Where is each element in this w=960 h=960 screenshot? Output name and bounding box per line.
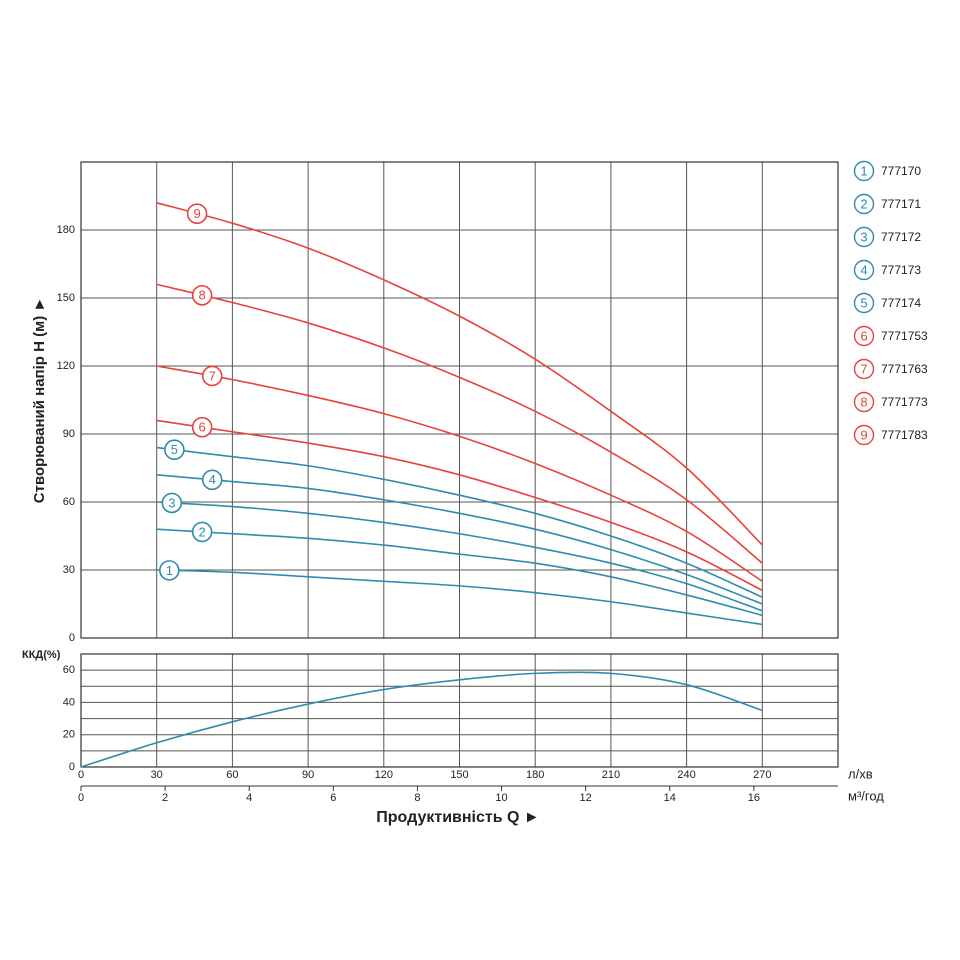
x-tick-label: 180 — [526, 769, 544, 781]
legend-number: 7 — [860, 361, 867, 376]
curve-label: 5 — [171, 442, 178, 457]
x2-tick-label: 2 — [162, 792, 168, 804]
curve — [156, 446, 763, 598]
y-tick-label: 120 — [57, 360, 75, 372]
curve-label-circle — [161, 492, 183, 514]
x2-tick-label: 16 — [748, 792, 760, 804]
curve — [156, 501, 763, 612]
x2-unit: м³/год — [848, 788, 884, 803]
curve-label: 8 — [199, 288, 206, 303]
legend-number: 8 — [860, 394, 867, 409]
y-tick-label: 60 — [63, 664, 75, 676]
curve-label-circle — [164, 439, 185, 461]
curve-label: 1 — [166, 563, 173, 578]
curve — [156, 283, 763, 564]
x-tick-label: 270 — [753, 769, 771, 781]
x-tick-label: 0 — [78, 769, 84, 781]
y-tick-label: 0 — [69, 761, 75, 773]
curve-label: 3 — [168, 495, 175, 510]
x2-tick-label: 4 — [246, 792, 252, 804]
x-tick-label: 150 — [450, 769, 468, 781]
curve-label-circle — [201, 469, 223, 491]
x2-tick-label: 10 — [495, 792, 507, 804]
legend-circle — [853, 259, 875, 281]
x-tick-label: 210 — [602, 769, 620, 781]
legend-number: 2 — [860, 196, 867, 211]
legend-label: 7771773 — [881, 395, 928, 409]
legend-label: 7771763 — [881, 362, 928, 376]
legend-circle — [853, 160, 875, 182]
curve — [80, 671, 763, 768]
x-unit: л/хв — [848, 766, 873, 781]
curve — [156, 569, 763, 626]
y-tick-label: 60 — [63, 496, 75, 508]
legend-number: 5 — [860, 295, 867, 310]
x2-tick-label: 0 — [78, 792, 84, 804]
legend-number: 4 — [860, 262, 867, 277]
curve-label: 7 — [209, 368, 216, 383]
x2-tick-label: 14 — [664, 792, 676, 804]
curve-label-circle — [159, 560, 180, 581]
legend-circle — [853, 193, 875, 215]
y-tick-label: 20 — [63, 729, 75, 741]
curve-label: 4 — [209, 472, 216, 487]
curve-label: 9 — [193, 206, 200, 221]
curve — [156, 419, 763, 592]
x-tick-label: 90 — [302, 769, 314, 781]
plot-frame — [80, 653, 839, 768]
x-tick-label: 30 — [151, 769, 163, 781]
plot-frame — [80, 161, 839, 639]
legend-label: 7771753 — [881, 329, 928, 343]
curve-label: 2 — [199, 524, 206, 539]
x-tick-label: 240 — [677, 769, 695, 781]
x2-tick-label: 6 — [330, 792, 336, 804]
legend-circle — [853, 358, 875, 380]
curve-label: 6 — [199, 420, 206, 435]
legend-label: 777173 — [881, 263, 921, 277]
curve-label-circle — [186, 203, 208, 224]
y-tick-label: 150 — [57, 292, 75, 304]
curve-label-circle — [191, 416, 213, 438]
legend-label: 777170 — [881, 164, 921, 178]
legend-number: 6 — [860, 328, 867, 343]
x2-tick-label: 8 — [414, 792, 420, 804]
y-tick-label: 90 — [63, 428, 75, 440]
legend-circle — [853, 325, 875, 347]
legend-circle — [853, 391, 875, 413]
y-tick-label: 180 — [57, 224, 75, 236]
y-tick-label: 30 — [63, 564, 75, 576]
curve — [156, 528, 763, 617]
y-axis-title: Створюваний напір H (м) ► — [31, 297, 48, 503]
legend-circle — [853, 424, 875, 446]
y-tick-label: 0 — [69, 632, 75, 644]
legend-number: 9 — [860, 427, 867, 442]
curve — [156, 202, 763, 546]
legend-label: 7771783 — [881, 428, 928, 442]
legend-label: 777174 — [881, 296, 921, 310]
legend-label: 777171 — [881, 197, 921, 211]
efficiency-axis-title: ККД(%) — [22, 649, 61, 661]
curve-label-circle — [191, 521, 213, 543]
legend-circle — [853, 226, 875, 248]
legend-circle — [853, 292, 875, 314]
y-tick-label: 40 — [63, 696, 75, 708]
legend-number: 1 — [860, 163, 867, 178]
legend-label: 777172 — [881, 230, 921, 244]
x2-tick-label: 12 — [580, 792, 592, 804]
curve — [156, 365, 763, 583]
x-tick-label: 60 — [226, 769, 238, 781]
curve-label-circle — [191, 284, 213, 306]
x-tick-label: 120 — [375, 769, 393, 781]
curve — [156, 474, 763, 605]
x-axis-title: Продуктивність Q ► — [376, 809, 539, 826]
legend-number: 3 — [860, 229, 867, 244]
curve-label-circle — [201, 365, 223, 387]
